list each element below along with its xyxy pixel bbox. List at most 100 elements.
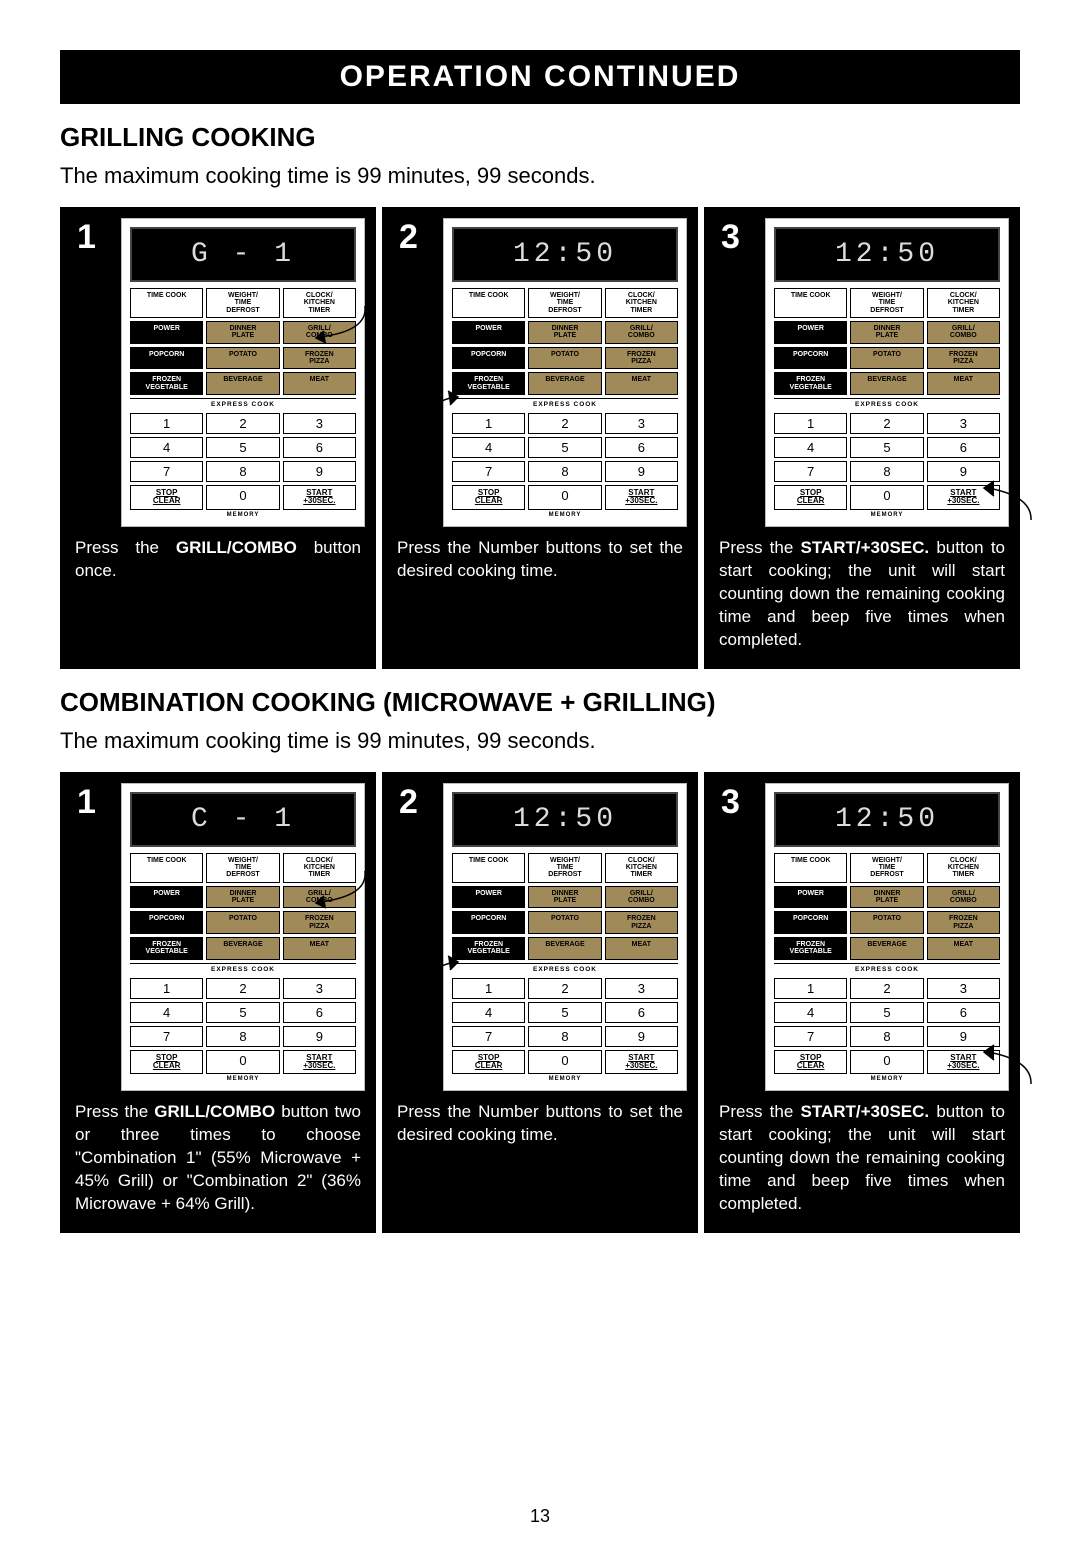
keypad-number: 4 [774, 1002, 847, 1023]
panel-button: DINNERPLATE [206, 886, 279, 909]
keypad-number: 9 [283, 1026, 356, 1047]
express-label: EXPRESS COOK [130, 963, 356, 975]
number-keypad: 123456789STOPCLEAR0START+30SEC. [130, 978, 356, 1075]
keypad-zero: 0 [850, 1050, 923, 1075]
keypad-stop: STOPCLEAR [452, 485, 525, 510]
keypad-number: 4 [130, 437, 203, 458]
keypad-stop: STOPCLEAR [130, 1050, 203, 1075]
step-caption: Press the START/+30SEC. button to start … [707, 1091, 1017, 1230]
keypad-number: 1 [130, 413, 203, 434]
memory-label: MEMORY [774, 1076, 1000, 1082]
section-title: COMBINATION COOKING (MICROWAVE + GRILLIN… [60, 687, 1020, 718]
panel-button: POWER [130, 321, 203, 344]
keypad-number: 8 [206, 461, 279, 482]
panel-button: POPCORN [774, 347, 847, 370]
memory-label: MEMORY [130, 512, 356, 518]
microwave-panel: 12:50 TIME COOKWEIGHT/TIMEDEFROSTCLOCK/K… [443, 218, 687, 527]
keypad-number: 1 [774, 413, 847, 434]
keypad-number: 6 [605, 1002, 678, 1023]
step-1: 1 C - 1 TIME COOKWEIGHT/TIMEDEFROSTCLOCK… [60, 772, 376, 1234]
lcd-display: C - 1 [130, 792, 356, 847]
microwave-panel: G - 1 TIME COOKWEIGHT/TIMEDEFROSTCLOCK/K… [121, 218, 365, 527]
keypad-stop: STOPCLEAR [774, 485, 847, 510]
keypad-number: 3 [283, 413, 356, 434]
step-2: 2 12:50 TIME COOKWEIGHT/TIMEDEFROSTCLOCK… [382, 772, 698, 1234]
panel-button: WEIGHT/TIMEDEFROST [206, 853, 279, 883]
keypad-number: 7 [130, 1026, 203, 1047]
keypad-number: 2 [206, 413, 279, 434]
panel-button: FROZENPIZZA [927, 911, 1000, 934]
panel-button: BEVERAGE [528, 937, 601, 960]
panel-button: POPCORN [452, 911, 525, 934]
number-keypad: 123456789STOPCLEAR0START+30SEC. [130, 413, 356, 510]
keypad-number: 7 [774, 1026, 847, 1047]
keypad-number: 8 [528, 1026, 601, 1047]
keypad-number: 3 [927, 978, 1000, 999]
panel-button: FROZENVEGETABLE [130, 937, 203, 960]
keypad-number: 6 [605, 437, 678, 458]
panel-button: GRILL/COMBO [927, 321, 1000, 344]
panel-button: BEVERAGE [206, 372, 279, 395]
step-number: 1 [77, 783, 96, 822]
lcd-display: 12:50 [774, 227, 1000, 282]
number-keypad: 123456789STOPCLEAR0START+30SEC. [774, 413, 1000, 510]
step-3: 3 12:50 TIME COOKWEIGHT/TIMEDEFROSTCLOCK… [704, 772, 1020, 1234]
step-2: 2 12:50 TIME COOKWEIGHT/TIMEDEFROSTCLOCK… [382, 207, 698, 669]
keypad-number: 7 [452, 1026, 525, 1047]
steps-row: 1 C - 1 TIME COOKWEIGHT/TIMEDEFROSTCLOCK… [60, 772, 1020, 1234]
panel-button: WEIGHT/TIMEDEFROST [528, 853, 601, 883]
panel-button: MEAT [605, 937, 678, 960]
keypad-stop: STOPCLEAR [452, 1050, 525, 1075]
section-subtitle: The maximum cooking time is 99 minutes, … [60, 728, 1020, 754]
section-subtitle: The maximum cooking time is 99 minutes, … [60, 163, 1020, 189]
keypad-number: 5 [528, 1002, 601, 1023]
panel-button: BEVERAGE [528, 372, 601, 395]
panel-button: BEVERAGE [850, 372, 923, 395]
panel-button: MEAT [927, 937, 1000, 960]
step-caption: Press the Number buttons to set the desi… [385, 527, 695, 597]
step-number: 2 [399, 218, 418, 257]
keypad-number: 8 [850, 1026, 923, 1047]
panel-button: TIME COOK [774, 853, 847, 883]
step-number: 1 [77, 218, 96, 257]
panel-button: TIME COOK [130, 288, 203, 318]
keypad-number: 2 [850, 978, 923, 999]
keypad-number: 3 [605, 978, 678, 999]
keypad-number: 9 [605, 1026, 678, 1047]
keypad-start: START+30SEC. [605, 485, 678, 510]
keypad-number: 6 [283, 1002, 356, 1023]
microwave-panel: 12:50 TIME COOKWEIGHT/TIMEDEFROSTCLOCK/K… [765, 783, 1009, 1092]
keypad-zero: 0 [528, 1050, 601, 1075]
keypad-stop: STOPCLEAR [130, 485, 203, 510]
express-label: EXPRESS COOK [774, 963, 1000, 975]
panel-button: GRILL/COMBO [605, 886, 678, 909]
panel-button: MEAT [927, 372, 1000, 395]
keypad-number: 3 [927, 413, 1000, 434]
panel-button: GRILL/COMBO [927, 886, 1000, 909]
panel-button: WEIGHT/TIMEDEFROST [850, 288, 923, 318]
keypad-number: 7 [130, 461, 203, 482]
panel-button: POTATO [850, 347, 923, 370]
keypad-number: 9 [605, 461, 678, 482]
panel-button: FROZENVEGETABLE [130, 372, 203, 395]
panel-button: MEAT [283, 937, 356, 960]
panel-button: POTATO [528, 911, 601, 934]
express-label: EXPRESS COOK [774, 398, 1000, 410]
keypad-number: 2 [528, 978, 601, 999]
step-caption: Press the Number buttons to set the desi… [385, 1091, 695, 1161]
keypad-number: 7 [452, 461, 525, 482]
panel-button: CLOCK/KITCHENTIMER [927, 288, 1000, 318]
panel-button: DINNERPLATE [528, 886, 601, 909]
panel-button: CLOCK/KITCHENTIMER [605, 288, 678, 318]
keypad-number: 8 [206, 1026, 279, 1047]
keypad-number: 9 [283, 461, 356, 482]
panel-button: FROZENVEGETABLE [774, 372, 847, 395]
section-title: GRILLING COOKING [60, 122, 1020, 153]
keypad-number: 5 [850, 437, 923, 458]
keypad-number: 6 [927, 437, 1000, 458]
panel-button: DINNERPLATE [850, 321, 923, 344]
panel-button: WEIGHT/TIMEDEFROST [850, 853, 923, 883]
panel-button: WEIGHT/TIMEDEFROST [206, 288, 279, 318]
panel-button: CLOCK/KITCHENTIMER [927, 853, 1000, 883]
panel-button: WEIGHT/TIMEDEFROST [528, 288, 601, 318]
